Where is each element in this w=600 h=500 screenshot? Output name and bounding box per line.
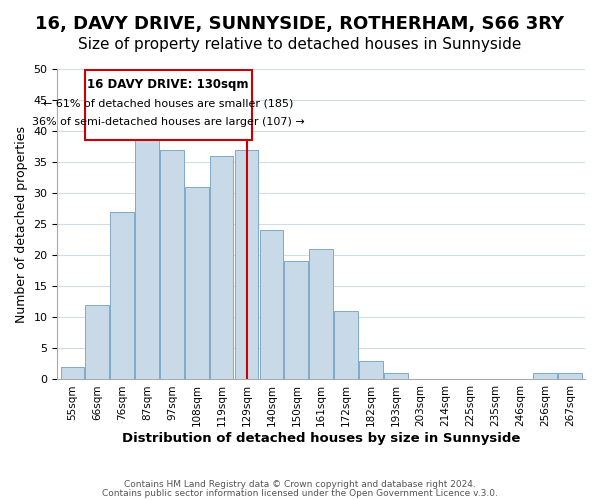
Text: Contains HM Land Registry data © Crown copyright and database right 2024.: Contains HM Land Registry data © Crown c… [124, 480, 476, 489]
Y-axis label: Number of detached properties: Number of detached properties [15, 126, 28, 322]
Text: Size of property relative to detached houses in Sunnyside: Size of property relative to detached ho… [79, 38, 521, 52]
Bar [384, 373, 407, 380]
X-axis label: Distribution of detached houses by size in Sunnyside: Distribution of detached houses by size … [122, 432, 520, 445]
Bar [260, 230, 283, 380]
Bar [85, 305, 109, 380]
Text: ← 61% of detached houses are smaller (185): ← 61% of detached houses are smaller (18… [43, 98, 293, 108]
Bar [210, 156, 233, 380]
Bar [533, 373, 557, 380]
Text: Contains public sector information licensed under the Open Government Licence v.: Contains public sector information licen… [102, 488, 498, 498]
Bar [110, 212, 134, 380]
Text: 36% of semi-detached houses are larger (107) →: 36% of semi-detached houses are larger (… [32, 117, 305, 127]
Bar [310, 249, 333, 380]
Bar [135, 131, 159, 380]
Bar [160, 150, 184, 380]
Bar [235, 150, 259, 380]
Bar [334, 311, 358, 380]
FancyBboxPatch shape [85, 70, 251, 140]
Bar [185, 187, 209, 380]
Bar [359, 361, 383, 380]
Bar [61, 367, 84, 380]
Bar [284, 262, 308, 380]
Text: 16 DAVY DRIVE: 130sqm: 16 DAVY DRIVE: 130sqm [88, 78, 249, 90]
Text: 16, DAVY DRIVE, SUNNYSIDE, ROTHERHAM, S66 3RY: 16, DAVY DRIVE, SUNNYSIDE, ROTHERHAM, S6… [35, 15, 565, 33]
Bar [558, 373, 582, 380]
